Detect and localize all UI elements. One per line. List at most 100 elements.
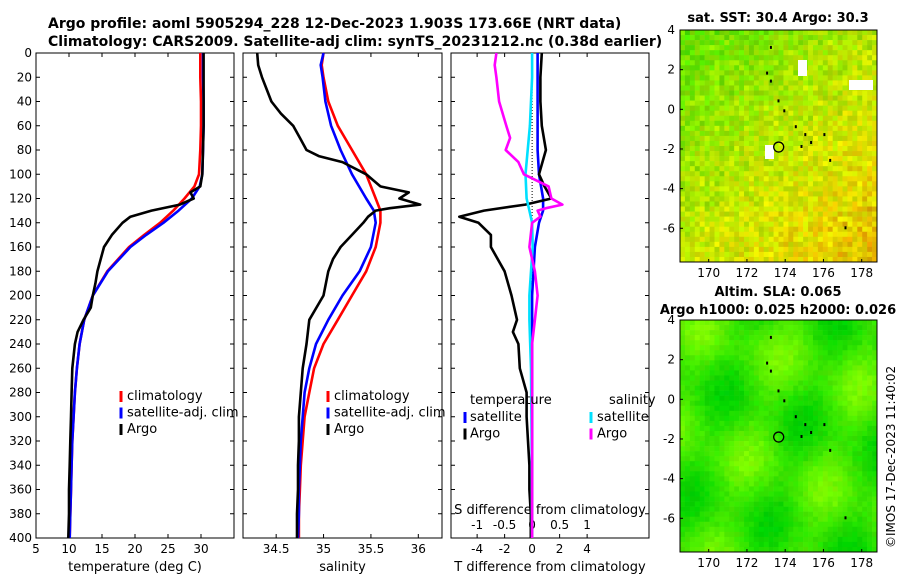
- map-cell: [739, 40, 745, 46]
- map-cell: [822, 65, 829, 71]
- map-cell: [714, 55, 720, 61]
- map-cell: [748, 325, 755, 331]
- temperature-xtick-label: 15: [94, 542, 109, 556]
- map-cell: [808, 536, 814, 543]
- map-cell: [719, 390, 725, 396]
- map-cell: [709, 430, 715, 437]
- map-cell: [872, 85, 878, 91]
- map-cell: [778, 531, 784, 538]
- map-cell: [788, 526, 794, 533]
- map-cell: [729, 236, 735, 243]
- map-cell: [739, 146, 745, 152]
- map-cell: [758, 471, 765, 477]
- map-cell: [714, 531, 720, 538]
- map-cell: [729, 171, 735, 177]
- map-cell: [803, 410, 809, 417]
- map-cell: [753, 461, 760, 467]
- map-cell: [822, 340, 829, 346]
- map-cell: [714, 85, 720, 91]
- map-cell: [812, 85, 819, 91]
- map-cell: [719, 171, 725, 177]
- map-cell: [798, 521, 804, 528]
- map-cell: [798, 546, 804, 553]
- map-cell: [758, 256, 765, 263]
- map-cell: [684, 55, 691, 61]
- map-cell: [709, 256, 715, 263]
- map-cell: [748, 466, 755, 472]
- map-cell: [798, 451, 804, 457]
- map-cell: [744, 340, 750, 346]
- map-cell: [872, 256, 878, 263]
- map-cell: [704, 320, 710, 326]
- map-cell: [773, 166, 779, 172]
- map-cell: [827, 135, 833, 142]
- map-cell: [827, 425, 833, 432]
- map-cell: [798, 476, 804, 482]
- map-cell: [852, 75, 858, 81]
- map-cell: [773, 446, 779, 452]
- depth-tick-label: 80: [17, 143, 32, 157]
- map-cell: [862, 196, 868, 202]
- map-cell: [739, 400, 745, 407]
- map-cell: [699, 491, 705, 497]
- map-cell: [778, 151, 784, 157]
- map-cell: [857, 55, 863, 61]
- map-cell: [827, 441, 833, 447]
- map-cell: [788, 231, 794, 238]
- map-cell: [758, 516, 765, 523]
- map-cell: [827, 380, 833, 386]
- map-cell: [773, 75, 779, 81]
- map-cell: [704, 461, 710, 467]
- map-cell: [704, 125, 710, 132]
- map-cell: [842, 176, 848, 182]
- map-cell: [852, 451, 858, 457]
- map-cell: [798, 95, 804, 101]
- map-cell: [822, 176, 829, 182]
- map-cell: [768, 420, 774, 427]
- map-cell: [808, 451, 814, 457]
- map-cell: [724, 325, 730, 331]
- map-cell: [734, 496, 740, 502]
- map-cell: [793, 441, 799, 447]
- map-cell: [812, 325, 819, 331]
- map-cell: [793, 476, 799, 482]
- map-cell: [867, 171, 873, 177]
- map-cell: [812, 370, 819, 376]
- map-cell: [739, 211, 745, 217]
- map-cell: [724, 105, 730, 111]
- map-cell: [758, 135, 765, 142]
- map-cell: [847, 35, 853, 41]
- map-cell: [753, 125, 760, 132]
- map-cell: [758, 125, 765, 132]
- map-cell: [758, 370, 765, 376]
- map-cell: [768, 246, 774, 253]
- map-cell: [768, 130, 774, 137]
- map-cell: [817, 436, 824, 442]
- map-cell: [694, 350, 700, 356]
- map-cell: [798, 176, 804, 182]
- map-cell: [783, 171, 789, 177]
- map-cell: [822, 461, 829, 467]
- map-cell: [714, 541, 720, 548]
- map-cell: [684, 151, 691, 157]
- map-cell: [778, 456, 784, 462]
- map-cell: [812, 345, 819, 351]
- map-cell: [793, 236, 799, 243]
- map-cell: [822, 516, 829, 523]
- map-cell: [872, 531, 878, 538]
- map-cell: [709, 70, 715, 76]
- map-cell: [680, 400, 686, 407]
- map-cell: [734, 125, 740, 132]
- map-cell: [817, 95, 824, 101]
- map-cell: [689, 45, 696, 51]
- map-cell: [837, 345, 843, 351]
- map-cell: [753, 521, 760, 528]
- map-cell: [680, 35, 686, 41]
- map-cell: [812, 466, 819, 472]
- map-cell: [719, 135, 725, 142]
- map-cell: [793, 420, 799, 427]
- map-cell: [867, 166, 873, 172]
- map-cell: [842, 541, 848, 548]
- map-cell: [837, 340, 843, 346]
- map-cell: [798, 241, 804, 248]
